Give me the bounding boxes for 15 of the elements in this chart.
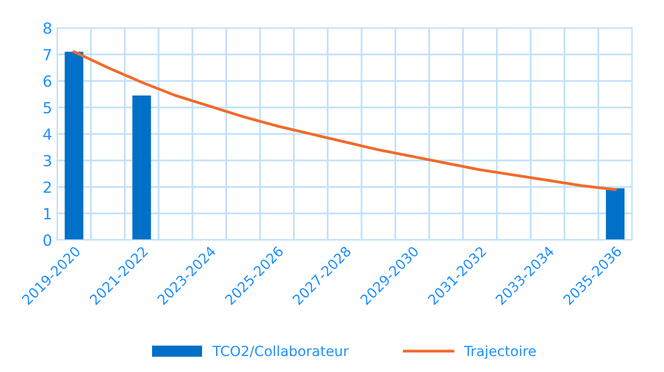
legend-label: TCO2/Collaborateur — [212, 345, 349, 358]
y-tick-label: 7 — [44, 49, 51, 60]
y-tick-label: 5 — [44, 102, 51, 114]
y-tick-label: 6 — [44, 75, 52, 87]
y-tick-label: 4 — [43, 128, 52, 140]
y-tick-label: 3 — [44, 154, 52, 166]
y-tick-label: 1 — [44, 208, 51, 220]
y-tick-label: 2 — [44, 181, 51, 193]
legend-label: Trajectoire — [464, 345, 536, 359]
bar — [606, 188, 625, 240]
line-series — [72, 50, 617, 191]
bar — [64, 52, 84, 240]
bar — [132, 95, 151, 240]
y-tick-label: 8 — [44, 22, 52, 34]
y-tick-label: 0 — [44, 234, 52, 246]
